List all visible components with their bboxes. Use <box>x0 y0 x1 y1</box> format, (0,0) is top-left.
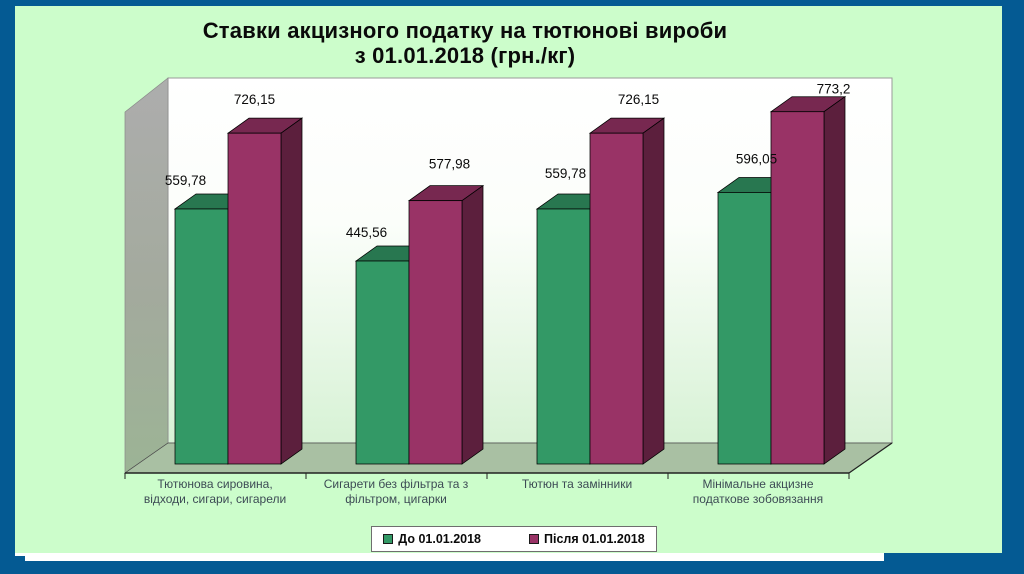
bar-front-face <box>355 260 410 465</box>
chart-legend: До 01.01.2018 Після 01.01.2018 <box>371 526 657 552</box>
plot-floor-right-edge <box>848 442 893 474</box>
bar-front-face <box>408 200 463 465</box>
legend-item-series1: До 01.01.2018 <box>383 532 481 546</box>
bar-value-label: 559,78 <box>545 166 586 181</box>
legend-label: Після 01.01.2018 <box>544 532 645 546</box>
legend-swatch-icon <box>383 534 394 544</box>
x-axis-ticks <box>124 473 850 479</box>
bar-value-label: 559,78 <box>165 173 206 188</box>
bar-series2-cat3 <box>588 117 666 465</box>
bar-front-face <box>536 208 591 465</box>
slide-frame-top <box>0 0 1024 6</box>
legend-item-series2: Після 01.01.2018 <box>529 532 645 546</box>
bar-series2-cat1 <box>226 117 304 465</box>
value-labels-layer: 559,78 726,15 445,56 577,98 559,78 726,15 596,… <box>165 82 851 240</box>
bars-layer <box>173 96 847 465</box>
bar-value-label: 577,98 <box>429 157 470 172</box>
bar-value-label: 596,05 <box>736 151 777 166</box>
category-label: Мінімальне акцизне податкове зобовязання <box>692 477 824 506</box>
bar-value-label: 726,15 <box>618 92 659 107</box>
chart-title-line1: Ставки акцизного податку на тютюнові вир… <box>202 18 728 43</box>
slide-frame-bottom <box>0 561 1024 574</box>
slide-frame-left <box>0 0 15 561</box>
chart-title: Ставки акцизного податку на тютюнові вир… <box>115 18 815 68</box>
legend-swatch-icon <box>529 534 540 544</box>
bar-side-face <box>461 184 484 465</box>
category-label: Сигарети без фільтра та з фільтром, цига… <box>323 477 469 506</box>
bar-series2-cat4 <box>769 96 847 465</box>
bar-side-face <box>280 117 303 465</box>
bar-side-face <box>823 96 846 465</box>
bar-value-label: 445,56 <box>346 225 387 240</box>
bar-value-label: 773,2 <box>817 82 851 97</box>
slide-frame-right <box>1002 0 1024 574</box>
bar-series1-cat3 <box>535 193 613 465</box>
slide-frame-left-step <box>0 556 25 562</box>
slide-bottom-white-strip <box>25 553 884 561</box>
plot-left-wall <box>124 77 169 474</box>
bar-front-face <box>770 111 825 465</box>
bar-front-face <box>174 208 229 465</box>
legend-label: До 01.01.2018 <box>398 532 482 546</box>
category-label: Тютюн та замінники <box>521 477 633 491</box>
bar-side-face <box>642 117 665 465</box>
chart-title-line2: з 01.01.2018 (грн./кг) <box>354 43 576 68</box>
category-label: Тютюнова сировина, відходи, сигари, сига… <box>143 477 287 506</box>
bar-front-face <box>227 132 282 465</box>
bar-value-label: 726,15 <box>234 92 275 107</box>
bar-series2-cat2 <box>407 184 485 465</box>
bar-front-face <box>717 192 772 465</box>
bar-front-face <box>589 132 644 465</box>
